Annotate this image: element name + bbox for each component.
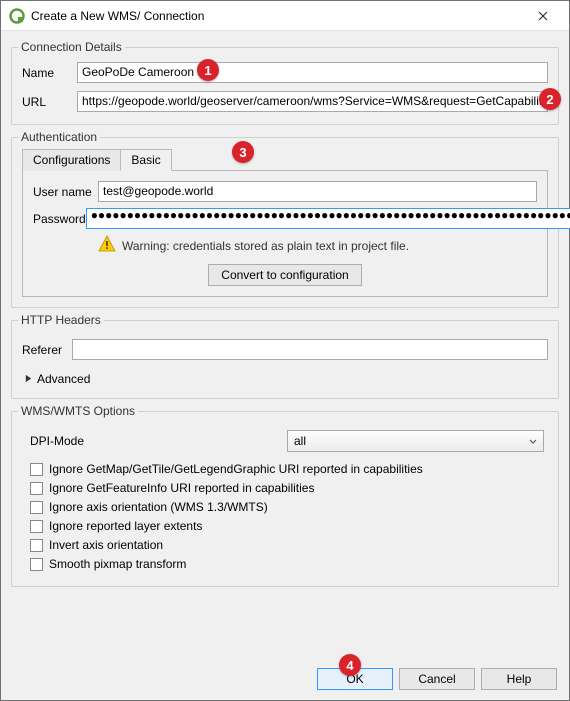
check-label: Ignore GetMap/GetTile/GetLegendGraphic U… [49, 462, 423, 476]
warning-icon [98, 235, 116, 256]
name-input[interactable]: GeoPoDe Cameroon [77, 62, 548, 83]
connection-details-group: Connection Details Name GeoPoDe Cameroon… [11, 47, 559, 125]
authentication-title: Authentication [18, 130, 100, 144]
callout-2: 2 [539, 88, 561, 110]
username-label: User name [33, 185, 98, 199]
url-input[interactable]: https://geopode.world/geoserver/cameroon… [77, 91, 548, 112]
password-row: Password ●●●●●●●●●●●●●●●●●●●●●●●●●●●●●●●… [33, 208, 537, 229]
dialog-body: Connection Details Name GeoPoDe Cameroon… [1, 31, 569, 607]
dpi-row: DPI-Mode all [22, 430, 548, 452]
wms-options-group: WMS/WMTS Options DPI-Mode all Ignore Get… [11, 411, 559, 587]
checkbox-icon [30, 539, 43, 552]
checkbox-icon [30, 482, 43, 495]
checkbox-icon [30, 501, 43, 514]
authentication-group: Authentication Configurations Basic 3 Us… [11, 137, 559, 308]
window-title: Create a New WMS/ Connection [31, 9, 520, 23]
wms-options-title: WMS/WMTS Options [18, 404, 138, 418]
name-label: Name [22, 66, 77, 80]
dpi-label: DPI-Mode [22, 434, 287, 448]
check-smooth-pixmap[interactable]: Smooth pixmap transform [30, 557, 548, 571]
dialog-window: Create a New WMS/ Connection Connection … [0, 0, 570, 701]
check-label: Ignore reported layer extents [49, 519, 202, 533]
warning-row: Warning: credentials stored as plain tex… [98, 235, 537, 256]
url-label: URL [22, 95, 77, 109]
check-ignore-getmap[interactable]: Ignore GetMap/GetTile/GetLegendGraphic U… [30, 462, 548, 476]
checkbox-icon [30, 520, 43, 533]
check-invert-axis[interactable]: Invert axis orientation [30, 538, 548, 552]
check-label: Smooth pixmap transform [49, 557, 186, 571]
close-button[interactable] [520, 1, 565, 30]
username-input[interactable]: test@geopode.world [98, 181, 537, 202]
username-row: User name test@geopode.world [33, 181, 537, 202]
referer-label: Referer [22, 343, 72, 357]
password-label: Password [33, 212, 86, 226]
password-input[interactable]: ●●●●●●●●●●●●●●●●●●●●●●●●●●●●●●●●●●●●●●●●… [86, 208, 570, 229]
convert-to-configuration-button[interactable]: Convert to configuration [208, 264, 361, 286]
checkbox-icon [30, 463, 43, 476]
check-ignore-layer-extents[interactable]: Ignore reported layer extents [30, 519, 548, 533]
chevron-right-icon [24, 372, 33, 386]
auth-tab-content: User name test@geopode.world Password ●●… [23, 170, 547, 296]
referer-row: Referer [22, 335, 548, 368]
connection-details-title: Connection Details [18, 40, 125, 54]
http-headers-group: HTTP Headers Referer Advanced [11, 320, 559, 399]
tab-configurations[interactable]: Configurations [22, 149, 121, 171]
cancel-button[interactable]: Cancel [399, 668, 475, 690]
dpi-mode-value: all [294, 434, 306, 448]
url-row: URL https://geopode.world/geoserver/came… [22, 91, 548, 112]
auth-tabbar: Configurations Basic [22, 148, 548, 170]
tab-basic[interactable]: Basic [120, 149, 171, 171]
name-row: Name GeoPoDe Cameroon [22, 62, 548, 83]
check-label: Ignore GetFeatureInfo URI reported in ca… [49, 481, 314, 495]
http-headers-title: HTTP Headers [18, 313, 104, 327]
dpi-mode-select[interactable]: all [287, 430, 544, 452]
referer-input[interactable] [72, 339, 548, 360]
check-label: Ignore axis orientation (WMS 1.3/WMTS) [49, 500, 268, 514]
checkbox-icon [30, 558, 43, 571]
check-ignore-axis-orientation[interactable]: Ignore axis orientation (WMS 1.3/WMTS) [30, 500, 548, 514]
titlebar: Create a New WMS/ Connection [1, 1, 569, 31]
check-ignore-getfeatureinfo[interactable]: Ignore GetFeatureInfo URI reported in ca… [30, 481, 548, 495]
callout-1: 1 [197, 59, 219, 81]
check-label: Invert axis orientation [49, 538, 163, 552]
callout-3: 3 [232, 141, 254, 163]
advanced-toggle[interactable]: Advanced [22, 368, 548, 388]
advanced-label: Advanced [37, 372, 90, 386]
chevron-down-icon [529, 434, 537, 448]
help-button[interactable]: Help [481, 668, 557, 690]
warning-text: Warning: credentials stored as plain tex… [122, 239, 409, 253]
callout-4: 4 [339, 654, 361, 676]
qgis-icon [9, 8, 25, 24]
